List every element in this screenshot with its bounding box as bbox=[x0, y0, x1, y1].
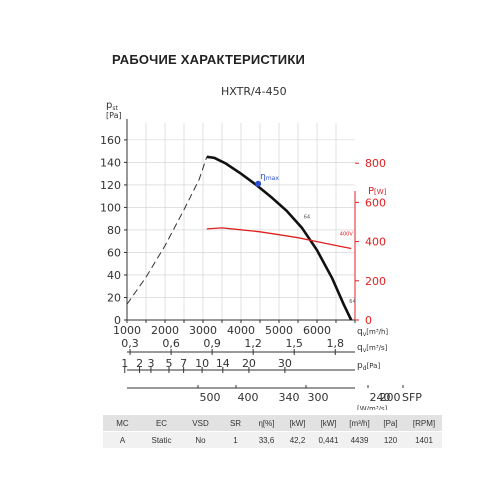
specs-cell: 120 bbox=[375, 431, 406, 449]
secondary-axis-label: qv[m³/s] bbox=[357, 343, 388, 354]
pressure-curve-unstable bbox=[126, 156, 208, 305]
sfp-tick-label: 500 bbox=[200, 391, 221, 404]
y-tick-label: 40 bbox=[107, 269, 121, 282]
y-tick-label: 140 bbox=[100, 156, 121, 169]
y-tick-label: 100 bbox=[100, 201, 121, 214]
y-tick-label: 0 bbox=[114, 314, 121, 327]
specs-cell: 1401 bbox=[406, 431, 442, 449]
specs-cell: No bbox=[181, 431, 220, 449]
specs-header-cell: VSD bbox=[181, 415, 220, 432]
secondary-tick-label: 1 bbox=[121, 357, 128, 370]
power-tick-label: 600 bbox=[365, 196, 386, 209]
y-tick-label: 160 bbox=[100, 134, 121, 147]
specs-cell: 33,6 bbox=[251, 431, 282, 449]
secondary-tick-label: 0,9 bbox=[203, 337, 221, 350]
x-tick-label: 2000 bbox=[151, 324, 179, 337]
secondary-tick-label: 2 bbox=[136, 357, 143, 370]
specs-cell: A bbox=[103, 431, 142, 449]
secondary-tick-label: 5 bbox=[165, 357, 172, 370]
specs-cell: Static bbox=[142, 431, 181, 449]
performance-chart: HXTR/4-450pst[Pa]02040608010012014016010… bbox=[100, 85, 422, 410]
sfp-axis-label: SFP bbox=[402, 391, 422, 404]
specs-table: MC EC VSD SR η[%] [kW] [kW] [m³/h] [Pa] [RPM] A St… bbox=[103, 415, 442, 449]
x-tick-label: 6000 bbox=[303, 324, 331, 337]
eta-max-point bbox=[255, 180, 262, 187]
specs-row: A Static No 1 33,6 42,2 0,441 4439 120 1401 bbox=[103, 431, 442, 449]
sfp-tick-label: 240 bbox=[370, 391, 391, 404]
eta-max-label: ηmax bbox=[260, 172, 279, 182]
y-tick-label: 120 bbox=[100, 179, 121, 192]
y-tick-label: 80 bbox=[107, 224, 121, 237]
curve-label: 64 bbox=[349, 299, 355, 305]
x-tick-label: 1000 bbox=[113, 324, 141, 337]
power-tick-label: 400 bbox=[365, 236, 386, 249]
y-axis-unit: [Pa] bbox=[106, 111, 122, 120]
sfp-tick-label: 300 bbox=[308, 391, 329, 404]
specs-header-cell: [m³/h] bbox=[344, 415, 375, 432]
x-tick-label: 3000 bbox=[189, 324, 217, 337]
specs-header-cell: [kW] bbox=[282, 415, 313, 432]
secondary-tick-label: 0,3 bbox=[121, 337, 139, 350]
secondary-tick-label: 20 bbox=[242, 357, 256, 370]
specs-cell: 4439 bbox=[344, 431, 375, 449]
curve-label: 400V bbox=[340, 232, 354, 238]
secondary-tick-label: 7 bbox=[180, 357, 187, 370]
specs-body: A Static No 1 33,6 42,2 0,441 4439 120 1401 bbox=[103, 431, 442, 449]
y-axis-label: pst bbox=[106, 100, 118, 112]
y-tick-label: 20 bbox=[107, 291, 121, 304]
secondary-tick-label: 0,6 bbox=[162, 337, 180, 350]
power-tick-label: 200 bbox=[365, 275, 386, 288]
secondary-tick-label: 10 bbox=[195, 357, 209, 370]
specs-header-cell: SR bbox=[220, 415, 251, 432]
sfp-tick-label: 340 bbox=[279, 391, 300, 404]
page-title: РАБОЧИЕ ХАРАКТЕРИСТИКИ bbox=[112, 52, 306, 67]
secondary-tick-label: 3 bbox=[147, 357, 154, 370]
x-axis-label: qv[m³/h] bbox=[357, 327, 388, 338]
sfp-tick-label: 200 bbox=[380, 391, 401, 404]
x-tick-label: 4000 bbox=[227, 324, 255, 337]
specs-cell: 0,441 bbox=[313, 431, 344, 449]
secondary-axis-label: pd[Pa] bbox=[357, 361, 380, 372]
secondary-tick-label: 1,5 bbox=[285, 337, 303, 350]
secondary-tick-label: 30 bbox=[278, 357, 292, 370]
specs-header-cell: η[%] bbox=[251, 415, 282, 432]
x-tick-label: 5000 bbox=[265, 324, 293, 337]
y-tick-label: 60 bbox=[107, 246, 121, 259]
power-curve bbox=[206, 227, 352, 250]
sfp-tick-label: 400 bbox=[238, 391, 259, 404]
specs-header-cell: [RPM] bbox=[406, 415, 442, 432]
power-tick-label: 0 bbox=[365, 314, 372, 327]
sfp-axis-unit: [W/m³/s] bbox=[357, 405, 388, 410]
specs-cell: 1 bbox=[220, 431, 251, 449]
specs-header-row: MC EC VSD SR η[%] [kW] [kW] [m³/h] [Pa] [RPM] bbox=[103, 415, 442, 432]
power-tick-label: 800 bbox=[365, 157, 386, 170]
specs-header-cell: EC bbox=[142, 415, 181, 432]
chart-title: HXTR/4-450 bbox=[221, 85, 287, 98]
power-axis-label: P[W] bbox=[368, 186, 387, 197]
curve-label: 64 bbox=[304, 215, 310, 221]
specs-header-cell: MC bbox=[103, 415, 142, 432]
specs-header-cell: [Pa] bbox=[375, 415, 406, 432]
secondary-tick-label: 1,2 bbox=[244, 337, 262, 350]
secondary-tick-label: 14 bbox=[216, 357, 230, 370]
secondary-tick-label: 1,8 bbox=[326, 337, 344, 350]
specs-header-cell: [kW] bbox=[313, 415, 344, 432]
pressure-curve bbox=[206, 155, 353, 321]
specs-cell: 42,2 bbox=[282, 431, 313, 449]
